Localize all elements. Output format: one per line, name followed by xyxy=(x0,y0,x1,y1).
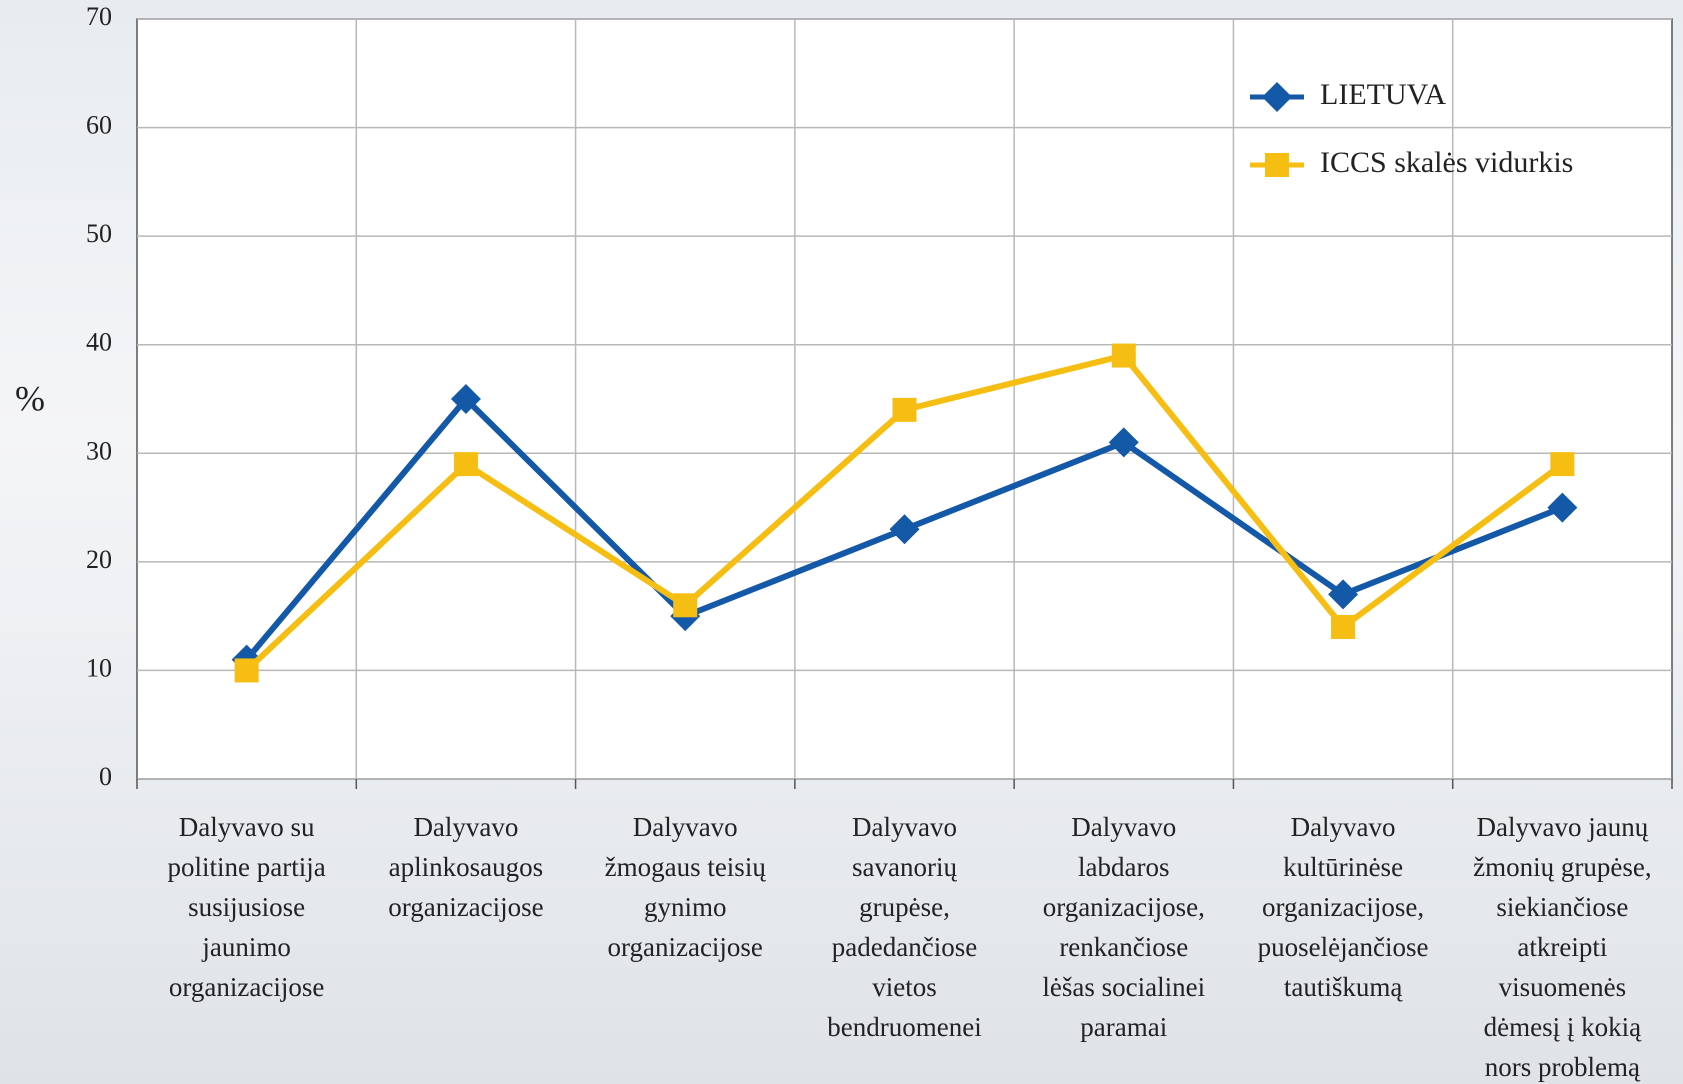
x-tick-label: Dalyvavo labdaros organizacijose, renkančio… xyxy=(1042,812,1205,1042)
marker xyxy=(450,384,481,414)
series: LIETUVA xyxy=(231,78,1578,675)
y-tick-label: 0 xyxy=(99,762,112,791)
y-tick-label: 60 xyxy=(86,111,112,140)
marker xyxy=(673,593,698,618)
marker xyxy=(1111,343,1136,368)
marker xyxy=(234,658,259,683)
x-tick-label: Dalyvavo su politine partija susijusiose ja… xyxy=(168,812,326,1002)
marker xyxy=(1265,153,1289,177)
x-tick-label: Dalyvavo jaunų žmonių grupėse, siekiančios… xyxy=(1473,812,1651,1082)
legend-label: LIETUVA xyxy=(1320,78,1446,111)
marker xyxy=(1108,427,1139,458)
grid: 0 10 20 30 40 50 60 70 xyxy=(86,2,1673,791)
marker xyxy=(1262,82,1292,112)
y-tick-label: 20 xyxy=(86,545,112,574)
y-tick-label: 50 xyxy=(86,219,112,248)
x-tick-label: Dalyvavo savanorių grupėse, padedančiose vie… xyxy=(827,812,981,1042)
y-tick-label: 40 xyxy=(86,328,112,357)
marker xyxy=(1331,615,1356,639)
x-tick-label: Dalyvavo žmogaus teisių gynimo organizacijo… xyxy=(605,812,767,962)
marker xyxy=(889,514,920,545)
series: ICCS skalės vidurkis xyxy=(234,146,1575,683)
marker xyxy=(453,452,478,477)
marker xyxy=(892,397,917,422)
y-tick-label: 70 xyxy=(86,2,112,31)
y-tick-label: 10 xyxy=(86,653,112,682)
marker xyxy=(1547,492,1578,523)
marker xyxy=(1328,579,1359,610)
x-tick-label: Dalyvavo aplinkosaugos organizacijose xyxy=(388,812,543,922)
legend-label: ICCS skalės vidurkis xyxy=(1320,146,1573,179)
y-axis-label: % xyxy=(15,378,45,418)
x-tick-label: Dalyvavo kultūrinėse organizacijose, puosel… xyxy=(1258,812,1429,1002)
y-tick-label: 30 xyxy=(86,436,112,465)
marker xyxy=(1550,452,1575,477)
